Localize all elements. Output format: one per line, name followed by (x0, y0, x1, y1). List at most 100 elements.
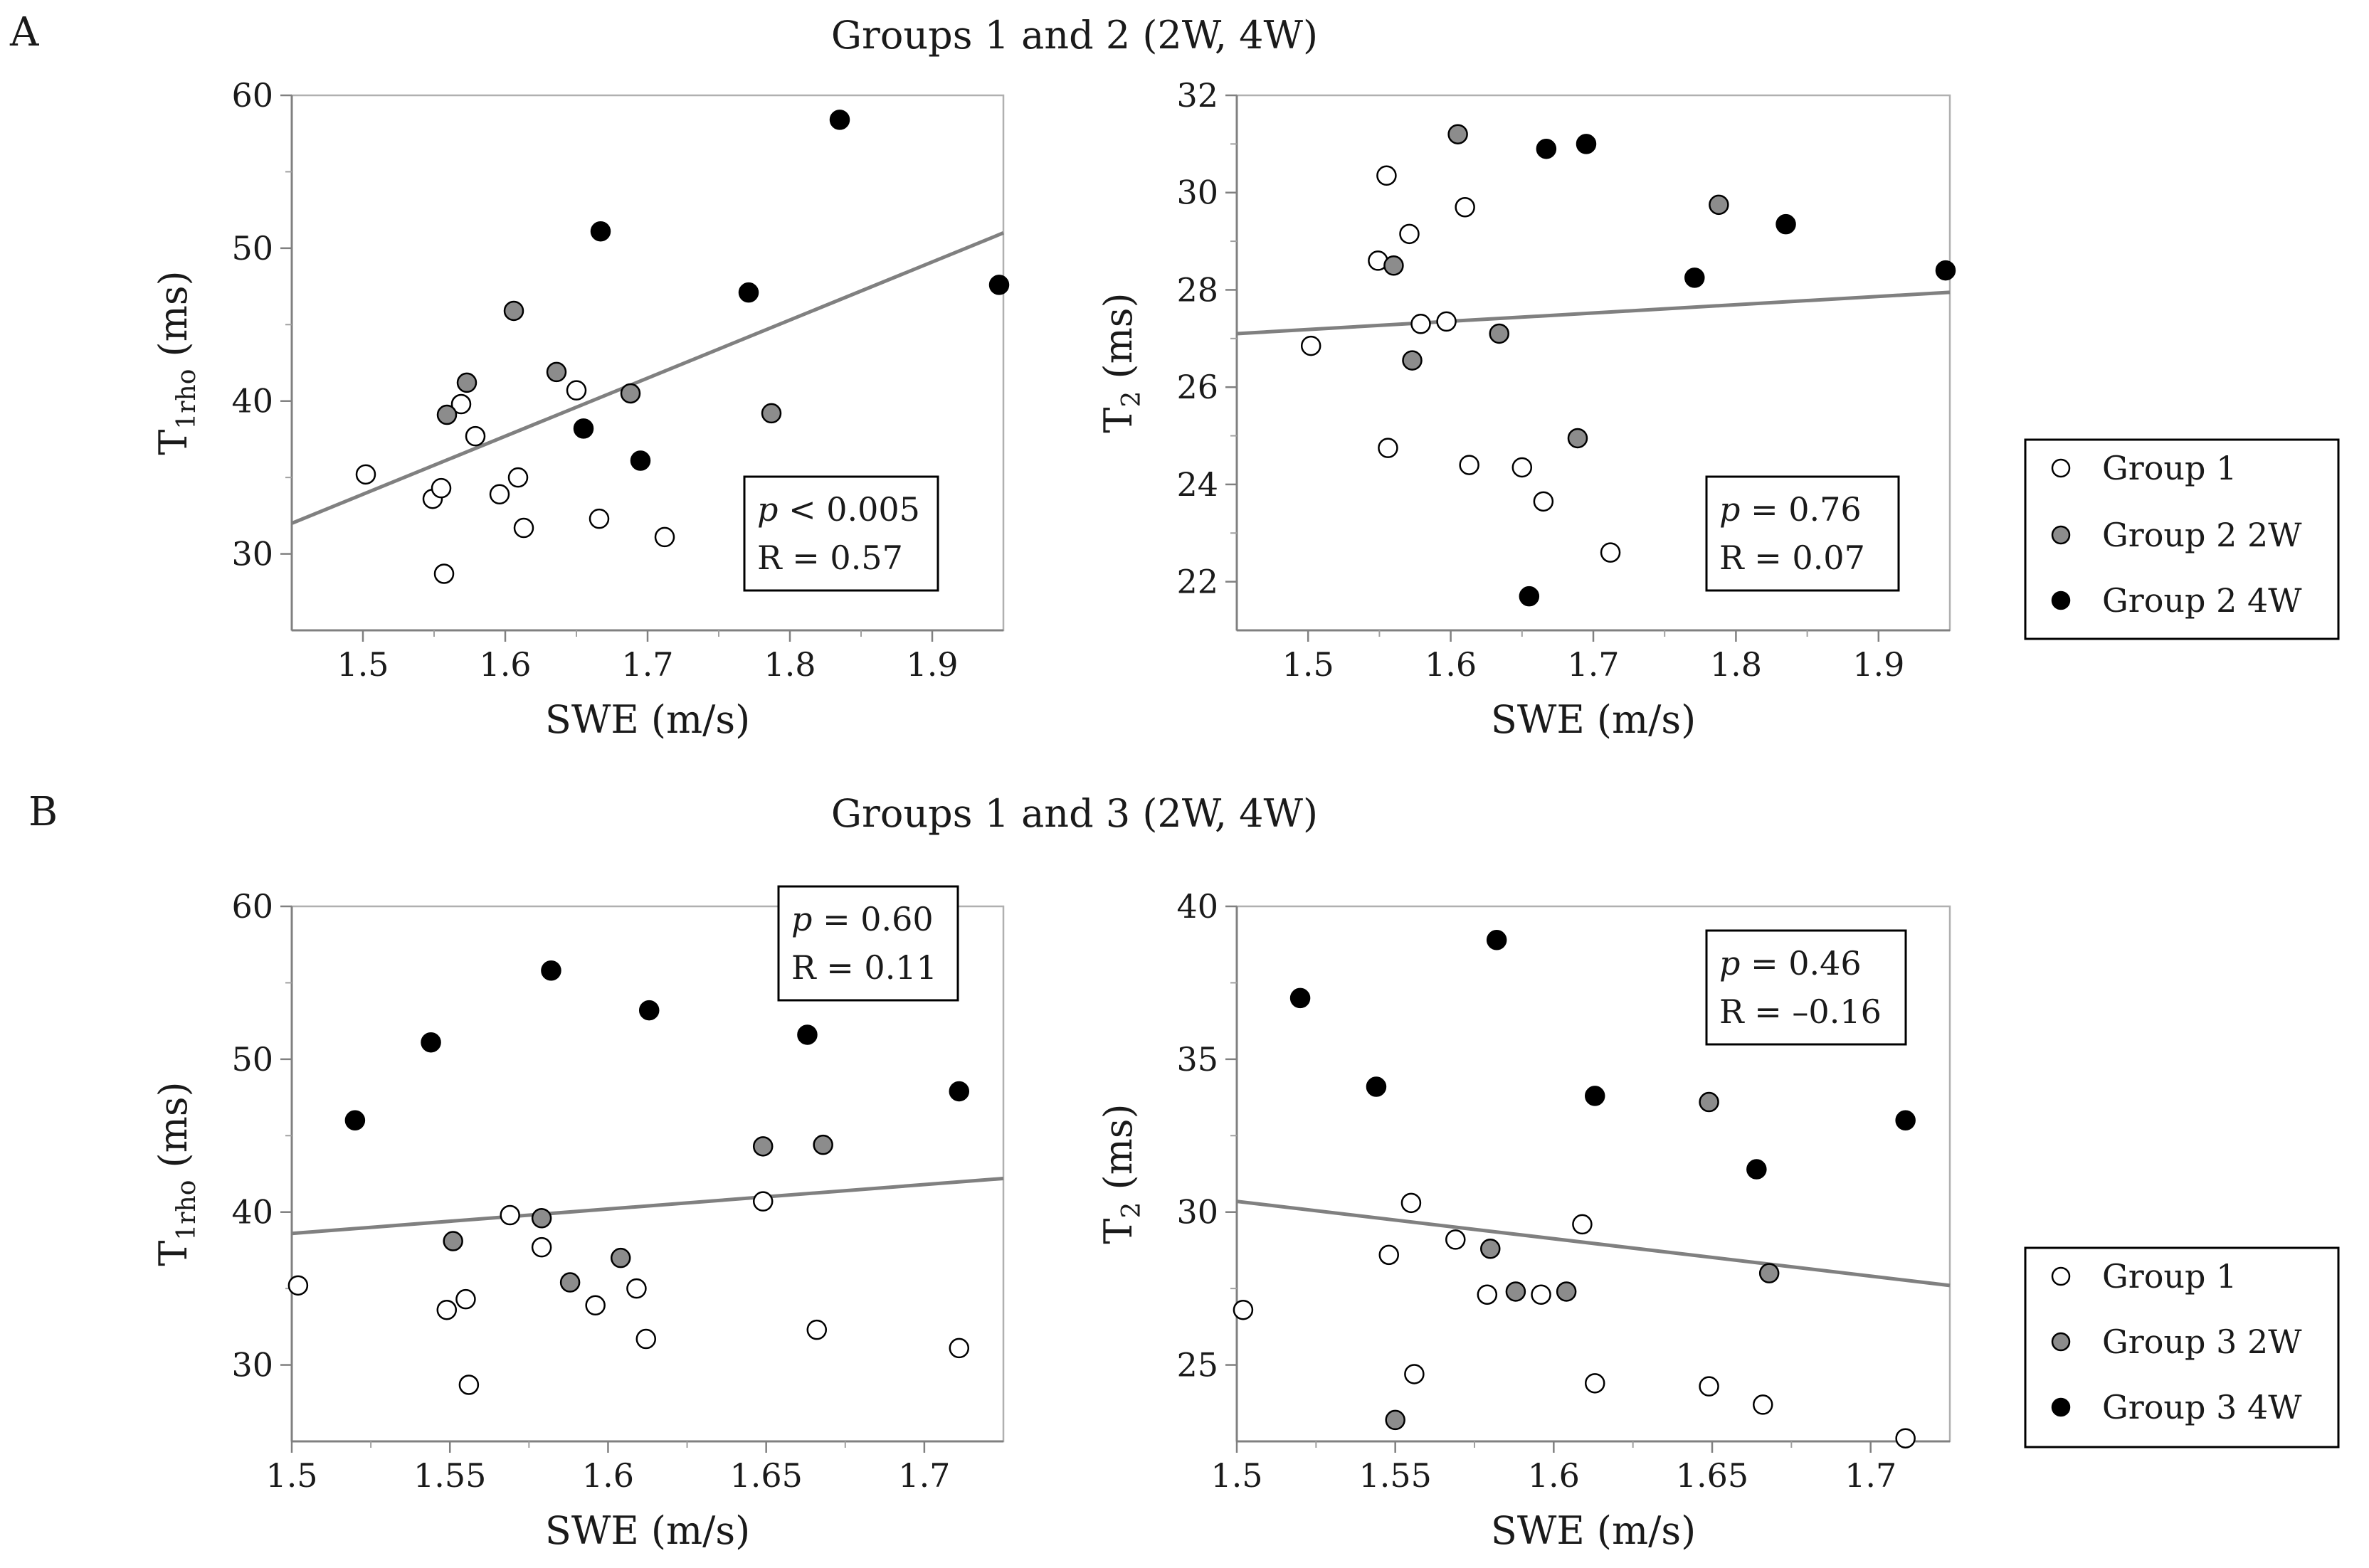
point-group-2-4w (1576, 134, 1597, 154)
x-tick-label: 1.7 (1567, 645, 1619, 684)
legend-b-marker-group-3-4w (2051, 1397, 2071, 1417)
legend-a-marker-group-2-2w (2051, 525, 2071, 545)
point-group-2-4w (1519, 586, 1540, 607)
point-group-1 (507, 467, 529, 488)
r-value-text: R = 0.07 (1719, 539, 1865, 577)
x-tick-label: 1.65 (729, 1456, 802, 1495)
r-value-text: R = –0.16 (1719, 992, 1882, 1031)
y-tick-label: 40 (1176, 887, 1218, 926)
point-group-1 (752, 1191, 774, 1212)
point-group-2-4w (1536, 138, 1557, 159)
p-value-text: p < 0.005 (757, 490, 920, 529)
point-group-3-4w (1584, 1086, 1605, 1106)
point-group-3-4w (1486, 930, 1507, 950)
point-group-1 (1399, 223, 1420, 245)
point-group-2-2w (1709, 194, 1729, 216)
point-group-1 (1404, 1364, 1425, 1384)
regression-line (291, 1176, 1004, 1236)
x-tick-label: 1.7 (621, 645, 673, 684)
legend-b-label-group-1: Group 1 (2102, 1257, 2237, 1296)
chart-b-t2: 25 30 35 40 1.5 1.55 1.6 1.65 1.7 SWE (m/s) T2 (ms… (1096, 887, 1951, 1553)
y-axis-label: T2 (ms) (1096, 292, 1146, 433)
stats-box (777, 885, 959, 1002)
regression-line (1236, 290, 1951, 336)
x-tick-label: 1.5 (265, 1456, 317, 1495)
point-group-1 (1531, 1284, 1551, 1305)
point-group-1 (1477, 1284, 1498, 1305)
legend-a-box (2024, 438, 2340, 640)
point-group-2-2w (1383, 255, 1404, 276)
point-group-2-2w (1447, 124, 1468, 144)
legend-a: Group 1 Group 2 2W Group 2 4W (2024, 438, 2340, 640)
legend-a-label-group-2-4w: Group 2 4W (2102, 581, 2302, 620)
x-tick-label: 1.5 (1210, 1456, 1262, 1495)
point-group-1 (458, 1374, 480, 1395)
point-group-2-2w (1567, 428, 1588, 449)
point-group-2-4w (738, 282, 759, 303)
point-group-1 (1753, 1394, 1773, 1415)
point-group-3-4w (1895, 1110, 1916, 1131)
point-group-1 (654, 526, 675, 548)
point-group-1 (566, 380, 587, 401)
x-tick-label: 1.9 (1852, 645, 1904, 684)
point-group-3-2w (1480, 1239, 1501, 1259)
point-group-3-4w (421, 1032, 441, 1053)
point-group-2-4w (630, 450, 651, 471)
legend-b-marker-group-1 (2051, 1266, 2071, 1286)
point-group-3-2w (813, 1134, 833, 1155)
point-group-3-2w (559, 1272, 581, 1293)
point-group-1 (1699, 1376, 1719, 1397)
x-axis-label: SWE (m/s) (545, 697, 750, 742)
point-group-1 (585, 1295, 606, 1316)
y-tick-label: 32 (1176, 76, 1218, 115)
point-group-3-4w (638, 1000, 660, 1021)
point-group-2-4w (988, 275, 1010, 295)
x-axis-label: SWE (m/s) (1491, 697, 1696, 742)
point-group-2-4w (829, 110, 850, 130)
p-value-text: p = 0.60 (791, 900, 934, 938)
y-tick-label: 50 (231, 229, 273, 267)
y-tick-label: 60 (231, 76, 273, 115)
legend-a-label-group-2-2w: Group 2 2W (2102, 516, 2302, 554)
point-group-1 (1400, 1192, 1422, 1214)
x-tick-label: 1.7 (898, 1456, 950, 1495)
stats-box (1705, 475, 1900, 592)
y-tick-label: 30 (1176, 1193, 1218, 1231)
point-group-3-2w (1556, 1281, 1577, 1302)
point-group-3-4w (949, 1081, 970, 1102)
y-tick-label: 26 (1176, 368, 1218, 406)
point-group-3-2w (443, 1231, 463, 1251)
legend-a-label-group-1: Group 1 (2102, 449, 2237, 487)
legend-b: Group 1 Group 3 2W Group 3 4W (2024, 1246, 2340, 1448)
point-group-1 (1410, 314, 1431, 334)
point-group-1 (1376, 165, 1397, 186)
point-group-3-4w (1746, 1159, 1767, 1180)
r-value-text: R = 0.57 (757, 539, 903, 577)
y-axis-label: T2 (ms) (1096, 1103, 1146, 1244)
y-tick-label: 50 (231, 1040, 273, 1079)
y-tick-label: 22 (1176, 563, 1218, 601)
point-group-2-2w (1489, 323, 1509, 344)
chart-a-t2: 22 24 26 28 30 32 1.5 1.6 1.7 1.8 1.9 SWE (m/s) T2 (… (1096, 76, 1956, 742)
point-group-2-2w (761, 403, 782, 424)
point-group-1 (1584, 1373, 1605, 1394)
point-group-2-2w (503, 300, 524, 322)
x-tick-label: 1.9 (906, 645, 958, 684)
stats-box (743, 475, 939, 592)
point-group-3-2w (1699, 1091, 1719, 1113)
point-group-2-4w (573, 418, 594, 439)
point-group-3-4w (541, 960, 561, 981)
x-tick-label: 1.8 (764, 645, 816, 684)
point-group-1 (1378, 1244, 1400, 1266)
point-group-2-2w (436, 404, 458, 425)
x-tick-label: 1.55 (1358, 1456, 1431, 1495)
point-group-1 (465, 425, 486, 447)
y-tick-label: 28 (1176, 270, 1218, 309)
point-group-3-4w (344, 1110, 366, 1131)
point-group-2-4w (590, 221, 611, 242)
point-group-2-2w (456, 372, 478, 393)
x-tick-label: 1.55 (413, 1456, 486, 1495)
point-group-2-2w (1402, 350, 1423, 371)
point-group-2-4w (1684, 267, 1705, 288)
